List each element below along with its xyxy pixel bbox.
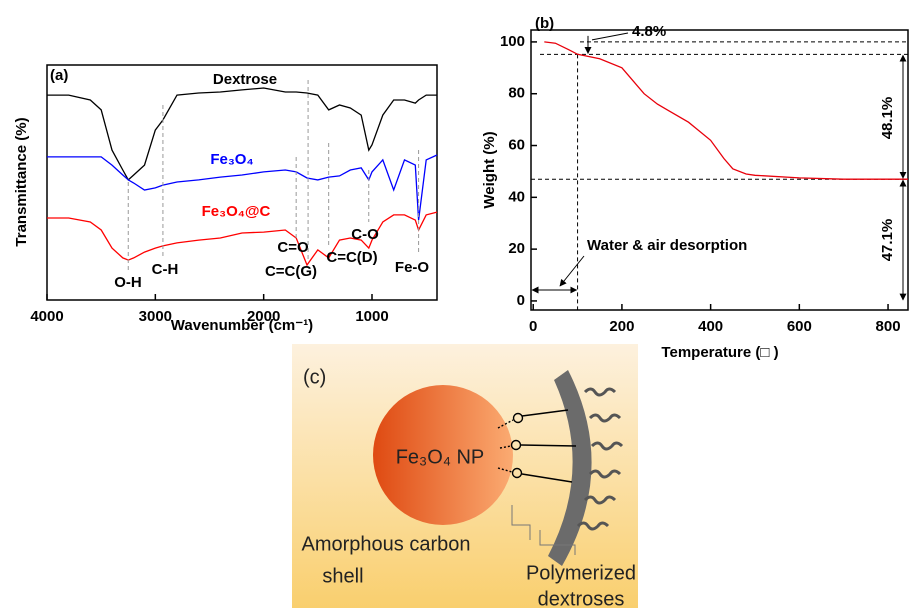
peak-label: C=C(G) <box>265 263 317 280</box>
leader <box>592 33 628 40</box>
x-tick-label: 0 <box>529 318 537 335</box>
plot-frame <box>531 30 908 310</box>
figure: (a)Wavenumber (cm⁻¹)Transmittance (%)400… <box>0 0 923 608</box>
x-tick-label: 200 <box>609 318 634 335</box>
annotation: 48.1% <box>879 97 896 140</box>
panel-label: (b) <box>535 15 554 32</box>
x-tick-label: 2000 <box>247 308 280 325</box>
peak-label: C=O <box>277 239 309 256</box>
polymer-label: dextroses <box>538 588 625 608</box>
x-tick-label: 1000 <box>355 308 388 325</box>
annotation: 47.1% <box>879 219 896 262</box>
panel-label: (c) <box>303 366 326 388</box>
x-tick-label: 600 <box>787 318 812 335</box>
shell-label: Amorphous carbon <box>302 533 471 555</box>
x-tick-label: 3000 <box>139 308 172 325</box>
panel-label: (a) <box>50 67 68 84</box>
y-axis-label: Transmittance (%) <box>13 117 30 246</box>
peak-label: O-H <box>114 274 142 291</box>
x-axis-label: Temperature (□ ) <box>661 344 778 361</box>
series-label: Fe₃O₄@C <box>202 203 271 220</box>
annotation: 4.8% <box>632 23 666 40</box>
plot-frame <box>47 65 437 300</box>
peak-label: Fe-O <box>395 259 430 276</box>
peak-label: C=C(D) <box>326 249 377 266</box>
peak-label: C-H <box>152 261 179 278</box>
y-tick-label: 20 <box>508 240 525 257</box>
y-tick-label: 80 <box>508 85 525 102</box>
arrow <box>560 256 584 286</box>
x-tick-label: 4000 <box>30 308 63 325</box>
core-label: Fe₃O₄ NP <box>396 446 485 468</box>
charts: (a)Wavenumber (cm⁻¹)Transmittance (%)400… <box>13 15 908 361</box>
peak-label: C-O <box>351 226 379 243</box>
series-label: Fe₃O₄ <box>210 151 253 168</box>
x-tick-label: 800 <box>876 318 901 335</box>
y-tick-label: 100 <box>500 33 525 50</box>
y-tick-label: 0 <box>517 292 525 309</box>
y-tick-label: 40 <box>508 188 525 205</box>
y-tick-label: 60 <box>508 136 525 153</box>
diagram: (c) Fe₃O₄ NP Amorphous carbon shell Poly… <box>292 344 638 608</box>
y-axis-label: Weight (%) <box>481 131 498 208</box>
shell-label: shell <box>322 565 363 587</box>
data-line <box>544 42 908 179</box>
annotation: Water & air desorption <box>587 237 747 254</box>
x-axis-label: Wavenumber (cm⁻¹) <box>171 317 313 334</box>
x-tick-label: 400 <box>698 318 723 335</box>
series-label: Dextrose <box>213 71 277 88</box>
polymer-label: Polymerized <box>526 562 636 584</box>
